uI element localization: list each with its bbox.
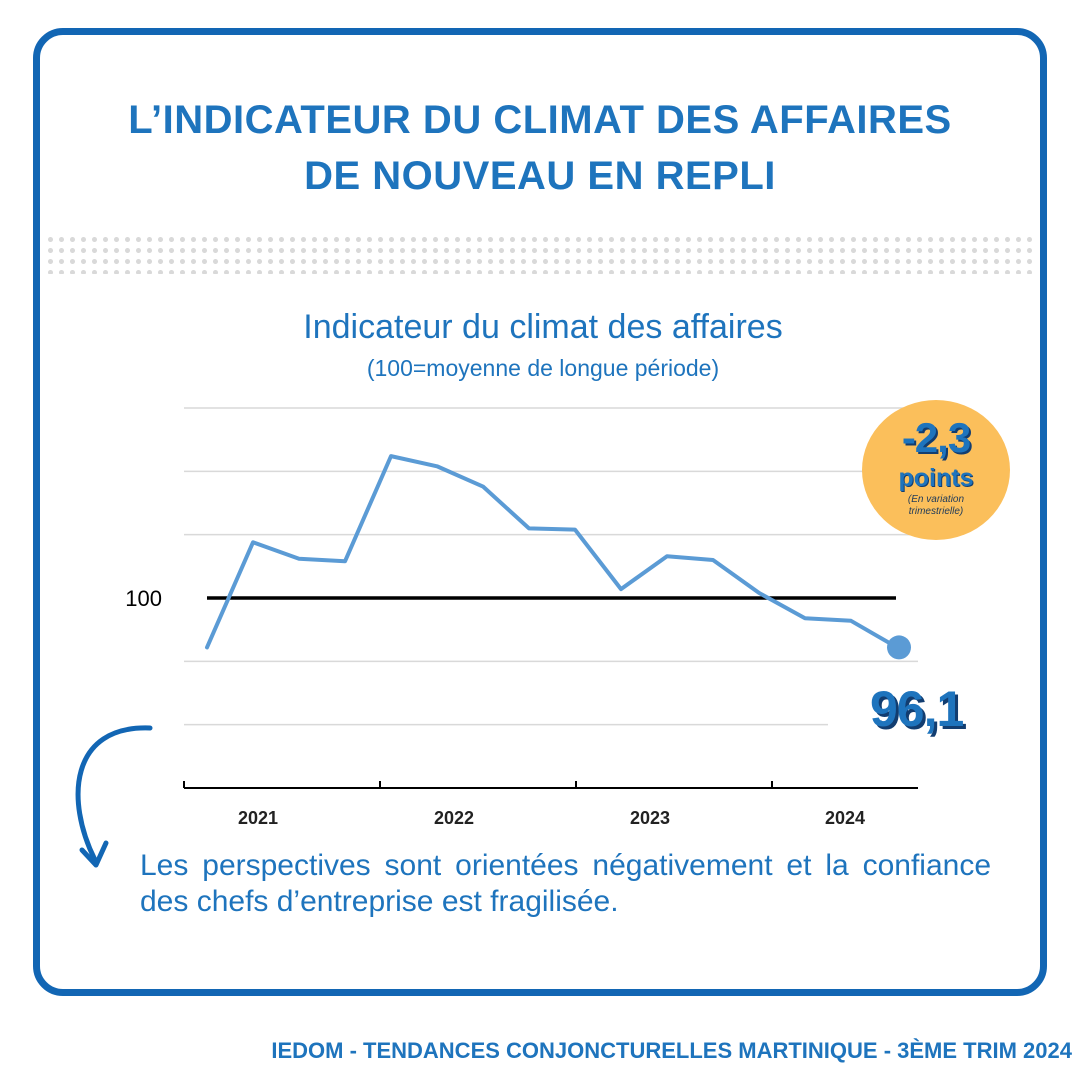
badge-note: (En variation trimestrielle) [907, 494, 965, 517]
chart-title: Indicateur du climat des affaires [303, 308, 783, 346]
headline-line-1: L’INDICATEUR DU CLIMAT DES AFFAIRES [128, 98, 952, 142]
headline: L’INDICATEUR DU CLIMAT DES AFFAIRES DE N… [33, 92, 1047, 204]
x-tick-label: 2024 [825, 808, 865, 828]
x-tick-label: 2022 [434, 808, 474, 828]
conclusion-text: Les perspectives sont orientées négative… [140, 849, 991, 918]
footer-source: IEDOM - TENDANCES CONJONCTURELLES MARTIN… [271, 1038, 1072, 1063]
chart-grid [184, 407, 918, 726]
series-line [205, 454, 899, 650]
reference-line-label: 100 [125, 586, 162, 611]
x-tick-label: 2023 [630, 808, 670, 828]
headline-line-2: DE NOUVEAU EN REPLI [304, 154, 776, 198]
last-value-label: 96,1 [870, 681, 964, 737]
chart-subtitle: (100=moyenne de longue période) [366, 355, 720, 381]
series-points [207, 456, 897, 647]
last-value-marker [887, 635, 911, 660]
curved-arrow-icon [75, 725, 153, 863]
dotted-divider [45, 234, 1035, 274]
arrow-head-icon [79, 840, 109, 868]
badge-unit: points [898, 464, 974, 492]
badge-value: -2,3 [901, 414, 971, 461]
x-tick-label: 2021 [238, 808, 278, 828]
variation-badge: -2,3 points (En variation trimestrielle) [862, 400, 1010, 540]
x-axis: 2021 2022 2023 2024 [183, 781, 918, 828]
